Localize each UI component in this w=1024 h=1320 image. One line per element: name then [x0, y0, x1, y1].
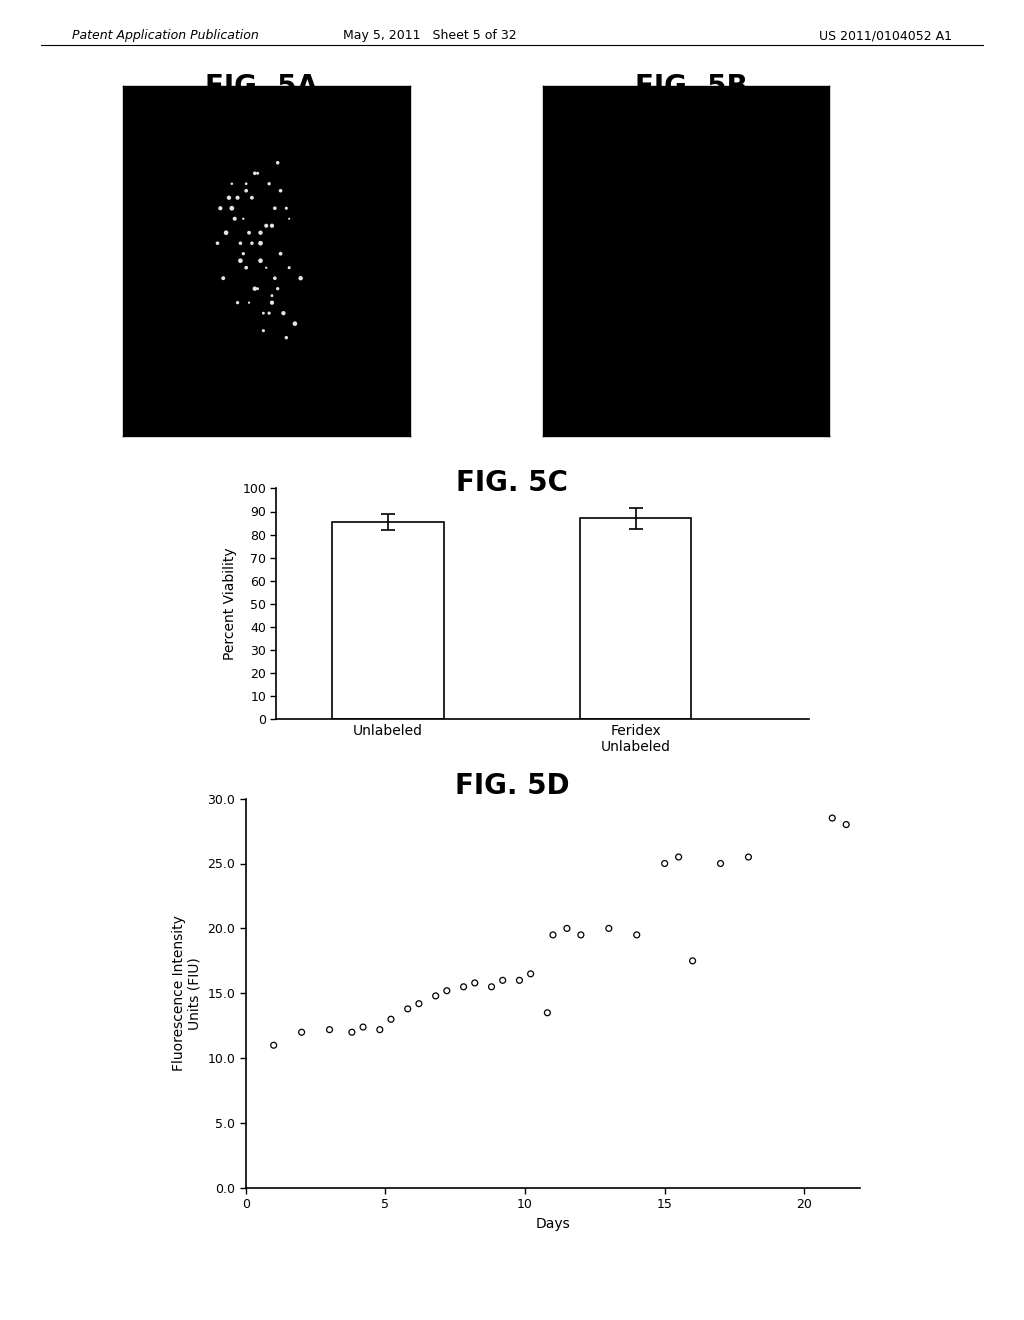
Point — [656, 853, 673, 874]
Point — [483, 977, 500, 998]
Point — [355, 1016, 372, 1038]
Bar — [580, 519, 691, 719]
Point — [427, 985, 443, 1006]
Point — [279, 327, 295, 348]
Point — [411, 993, 427, 1014]
Point — [209, 232, 225, 253]
Point — [824, 808, 841, 829]
Point — [215, 268, 231, 289]
Y-axis label: Fluorescence Intensity
Units (FIU): Fluorescence Intensity Units (FIU) — [172, 915, 202, 1072]
Bar — [332, 521, 443, 719]
Point — [221, 187, 238, 209]
Point — [281, 257, 297, 279]
Point — [279, 198, 295, 219]
Text: FIG. 5A: FIG. 5A — [205, 73, 317, 100]
Point — [223, 198, 240, 219]
Point — [559, 917, 575, 939]
Point — [740, 846, 757, 867]
Point — [272, 180, 289, 201]
Point — [244, 187, 260, 209]
Point — [467, 973, 483, 994]
Point — [247, 279, 263, 300]
Point — [713, 853, 729, 874]
Text: Patent Application Publication: Patent Application Publication — [72, 29, 258, 42]
Point — [229, 187, 246, 209]
Point — [261, 173, 278, 194]
Point — [218, 222, 234, 243]
Point — [266, 268, 283, 289]
Point — [258, 215, 274, 236]
X-axis label: Days: Days — [536, 1217, 570, 1232]
Point — [322, 1019, 338, 1040]
Text: US 2011/0104052 A1: US 2011/0104052 A1 — [819, 29, 952, 42]
Point — [258, 257, 274, 279]
Point — [236, 209, 252, 230]
Point — [223, 173, 240, 194]
Point — [540, 1002, 556, 1023]
Point — [250, 279, 266, 300]
Point — [252, 232, 268, 253]
Point — [244, 232, 260, 253]
Point — [232, 232, 249, 253]
Point — [238, 180, 254, 201]
Point — [438, 981, 455, 1002]
Point — [372, 1019, 388, 1040]
Point — [344, 1022, 360, 1043]
Point — [399, 998, 416, 1019]
Point — [456, 977, 472, 998]
Point — [238, 257, 254, 279]
Point — [232, 249, 249, 271]
Text: FIG. 5D: FIG. 5D — [455, 772, 569, 800]
Point — [383, 1008, 399, 1030]
Point — [281, 209, 297, 230]
Point — [269, 152, 286, 173]
Point — [252, 249, 268, 271]
Text: FIG. 5C: FIG. 5C — [456, 469, 568, 496]
Point — [266, 198, 283, 219]
Point — [229, 292, 246, 313]
Point — [522, 964, 539, 985]
Point — [236, 243, 252, 264]
Point — [511, 970, 527, 991]
Point — [495, 970, 511, 991]
Point — [255, 302, 271, 323]
Point — [226, 209, 243, 230]
Point — [264, 292, 281, 313]
Point — [287, 313, 303, 334]
Point — [275, 302, 292, 323]
Point — [261, 302, 278, 323]
Point — [545, 924, 561, 945]
Point — [264, 285, 281, 306]
Point — [269, 279, 286, 300]
Point — [601, 917, 617, 939]
Point — [265, 1035, 282, 1056]
Point — [294, 1022, 310, 1043]
Point — [684, 950, 700, 972]
Point — [572, 924, 589, 945]
Point — [255, 319, 271, 341]
Point — [252, 222, 268, 243]
Y-axis label: Percent Viability: Percent Viability — [222, 548, 237, 660]
Text: FIG. 5B: FIG. 5B — [635, 73, 748, 100]
Point — [247, 162, 263, 183]
Text: May 5, 2011   Sheet 5 of 32: May 5, 2011 Sheet 5 of 32 — [343, 29, 517, 42]
Point — [272, 243, 289, 264]
Point — [838, 814, 854, 836]
Point — [250, 162, 266, 183]
Point — [264, 215, 281, 236]
Point — [629, 924, 645, 945]
Point — [212, 198, 228, 219]
Point — [671, 846, 687, 867]
Point — [241, 292, 257, 313]
Point — [241, 222, 257, 243]
Point — [238, 173, 254, 194]
Point — [293, 268, 309, 289]
